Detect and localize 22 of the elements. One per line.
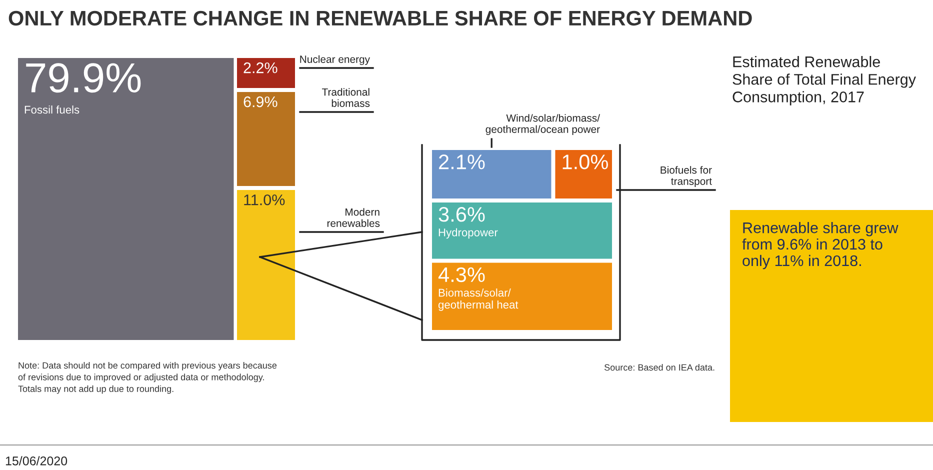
text: Estimated Renewable Share of Total Final Energy Consumption, 2017 xyxy=(732,56,916,106)
data-label: 2.1% xyxy=(439,154,485,170)
data-label: 1.0% xyxy=(562,154,608,170)
data-label: 2.2% xyxy=(244,62,278,74)
text: Renewable share grew from 9.6% in 2013 to only 11% in 2018. xyxy=(742,222,898,270)
category-label: Hydropower xyxy=(438,228,498,239)
category-label: Biomass/solar/ geothermal heat xyxy=(438,288,518,311)
category-label: Biofuels for transport xyxy=(660,166,712,187)
data-label: 11.0% xyxy=(244,194,285,206)
text: ONLY MODERATE CHANGE IN RENEWABLE SHARE OF ENERGY DEMAND xyxy=(8,10,752,26)
text: 15/06/2020 xyxy=(6,456,68,466)
category-label: Fossil fuels xyxy=(24,106,80,114)
category-label: Wind/solar/biomass/ geothermal/ocean power xyxy=(486,114,600,135)
category-label: Traditional biomass xyxy=(322,88,370,107)
text: Note: Data should not be compared with previous years because of revisions due to improved or adjusted data or methodology. Totals may not add up due to rounding. xyxy=(18,362,277,394)
data-label: 6.9% xyxy=(244,96,278,108)
data-label: 79.9% xyxy=(26,63,141,93)
data-label: 4.3% xyxy=(438,267,485,282)
category-label: Modern renewables xyxy=(327,208,380,227)
data-label: 3.6% xyxy=(438,207,485,222)
source-note: Source: Based on IEA data. xyxy=(604,364,714,371)
category-label: Nuclear energy xyxy=(300,55,370,65)
